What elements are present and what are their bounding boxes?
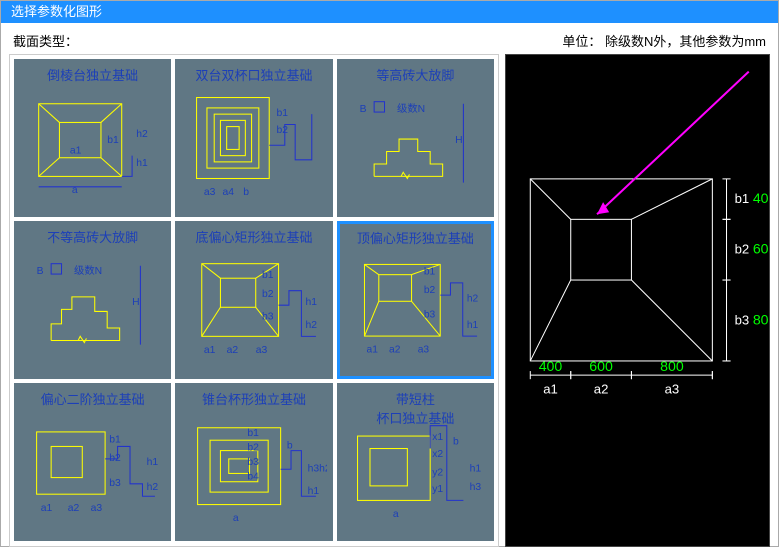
svg-text:b1: b1 [262, 270, 274, 281]
svg-text:级数N: 级数N [74, 264, 102, 277]
svg-text:a4: a4 [223, 187, 235, 198]
svg-text:a1: a1 [41, 503, 53, 514]
tile-option[interactable]: 偏心二阶独立基础 b1 b2 b3 h1 h2 a1 a2 a3 [14, 383, 171, 541]
svg-text:h1: h1 [136, 158, 148, 169]
svg-text:b2: b2 [109, 453, 121, 464]
svg-text:b4: b4 [248, 472, 260, 483]
svg-text:h1: h1 [469, 463, 481, 474]
tile-option[interactable]: 顶偏心矩形独立基础 b1 b2 b3 h2 h1 a1 a2 a3 [337, 221, 494, 379]
svg-text:b1: b1 [109, 434, 121, 445]
svg-text:b2: b2 [248, 443, 260, 454]
tile-option[interactable]: 倒棱台独立基础aa1b1h2h1 [14, 59, 171, 217]
tile-option[interactable]: 双台双杯口独立基础 a3 a4 b b1 b2 [175, 59, 332, 217]
svg-text:b1: b1 [248, 428, 260, 439]
preview-svg: b1400b2600b3800400a1600a2800a3 [506, 55, 769, 546]
tile-option[interactable]: 不等高砖大放脚 B 级数N H [14, 221, 171, 379]
tile-title: 偏心二阶独立基础 [16, 389, 169, 408]
tile-title: 等高砖大放脚 [339, 65, 492, 84]
window-title: 选择参数化图形 [11, 4, 102, 19]
dialog-window: 选择参数化图形 截面类型： 单位： 除级数N外，其他参数为mm 倒棱台独立基础 a… [0, 0, 779, 547]
svg-text:b1: b1 [107, 135, 119, 146]
svg-text:h3h2: h3h2 [308, 463, 327, 474]
svg-text:b3: b3 [248, 457, 260, 468]
tile-option[interactable]: 锥台杯形独立基础 b1 b2 b3 b4 a b h3h2 h1 [175, 383, 332, 541]
svg-text:600: 600 [753, 242, 769, 258]
svg-text:b1: b1 [735, 191, 750, 206]
svg-text:600: 600 [589, 359, 613, 375]
content-area: 截面类型： 单位： 除级数N外，其他参数为mm 倒棱台独立基础 a a1 b1 h2 h1… [1, 23, 778, 547]
svg-text:b2: b2 [262, 289, 274, 300]
svg-text:h2: h2 [306, 320, 318, 331]
svg-text:a2: a2 [68, 503, 80, 514]
svg-text:B: B [37, 266, 44, 277]
svg-text:x1: x1 [432, 432, 443, 443]
svg-text:a1: a1 [70, 146, 82, 157]
svg-text:h1: h1 [147, 457, 159, 468]
svg-text:h2: h2 [147, 482, 159, 493]
svg-text:B: B [359, 104, 366, 115]
tile-title: 底偏心矩形独立基础 [177, 227, 330, 246]
svg-text:h3: h3 [469, 482, 481, 493]
svg-text:400: 400 [753, 191, 769, 207]
svg-text:b3: b3 [735, 313, 750, 328]
svg-text:b: b [453, 436, 459, 447]
tile-option[interactable]: 底偏心矩形独立基础 b1 b2 b3 h1 h2 a1 a2 a3 [175, 221, 332, 379]
svg-text:b2: b2 [277, 125, 289, 136]
svg-text:x2: x2 [432, 449, 443, 460]
section-type-label: 截面类型： [13, 31, 78, 50]
svg-text:a3: a3 [665, 381, 680, 396]
tile-option[interactable]: 带短柱杯口独立基础x1x2y2y1bh1h3a [337, 383, 494, 541]
svg-text:b3: b3 [109, 478, 121, 489]
svg-text:h2: h2 [136, 129, 148, 140]
svg-text:y2: y2 [432, 468, 443, 479]
svg-text:a1: a1 [543, 381, 558, 396]
svg-text:b: b [244, 187, 250, 198]
tile-grid[interactable]: 倒棱台独立基础 a a1 b1 h2 h1 双台双杯口独立基础 a3 a4 b b1 b2 等高砖大放脚… [9, 54, 499, 547]
title-bar: 选择参数化图形 [1, 1, 778, 23]
svg-text:a3: a3 [204, 187, 216, 198]
svg-text:h1: h1 [306, 297, 318, 308]
svg-text:b2: b2 [424, 285, 436, 296]
svg-text:b1: b1 [277, 108, 289, 119]
svg-text:a1: a1 [366, 344, 378, 355]
tile-title: 倒棱台独立基础 [16, 65, 169, 84]
svg-text:b1: b1 [424, 267, 436, 278]
tile-title: 双台双杯口独立基础 [177, 65, 330, 84]
svg-text:a1: a1 [204, 345, 216, 356]
unit-note-label: 单位： 除级数N外，其他参数为mm [562, 31, 766, 50]
svg-text:800: 800 [753, 313, 769, 329]
svg-text:b2: b2 [735, 242, 750, 257]
svg-text:a2: a2 [389, 344, 401, 355]
svg-text:b3: b3 [424, 310, 436, 321]
tile-title: 不等高砖大放脚 [16, 227, 169, 246]
svg-text:H: H [132, 297, 139, 308]
tile-title: 顶偏心矩形独立基础 [340, 228, 491, 247]
svg-text:a2: a2 [227, 345, 239, 356]
svg-text:h1: h1 [308, 486, 320, 497]
svg-text:400: 400 [539, 359, 563, 375]
svg-text:h1: h1 [466, 320, 478, 331]
svg-text:800: 800 [660, 359, 684, 375]
preview-panel: b1400b2600b3800400a1600a2800a3 [505, 54, 770, 547]
svg-text:h2: h2 [466, 293, 478, 304]
svg-text:a: a [392, 509, 398, 520]
svg-text:H: H [455, 135, 462, 146]
svg-text:a3: a3 [256, 345, 268, 356]
svg-text:b: b [287, 441, 293, 452]
svg-text:a3: a3 [417, 344, 429, 355]
header-row: 截面类型： 单位： 除级数N外，其他参数为mm [1, 23, 778, 54]
main-area: 倒棱台独立基础 a a1 b1 h2 h1 双台双杯口独立基础 a3 a4 b b1 b2 等高砖大放脚… [1, 54, 778, 547]
svg-text:a2: a2 [594, 381, 609, 396]
svg-text:a3: a3 [91, 503, 103, 514]
svg-text:a: a [233, 513, 239, 524]
svg-text:b3: b3 [262, 312, 274, 323]
svg-text:y1: y1 [432, 484, 443, 495]
tile-title: 锥台杯形独立基础 [177, 389, 330, 408]
svg-text:级数N: 级数N [397, 102, 425, 115]
tile-option[interactable]: 等高砖大放脚 B 级数N H [337, 59, 494, 217]
